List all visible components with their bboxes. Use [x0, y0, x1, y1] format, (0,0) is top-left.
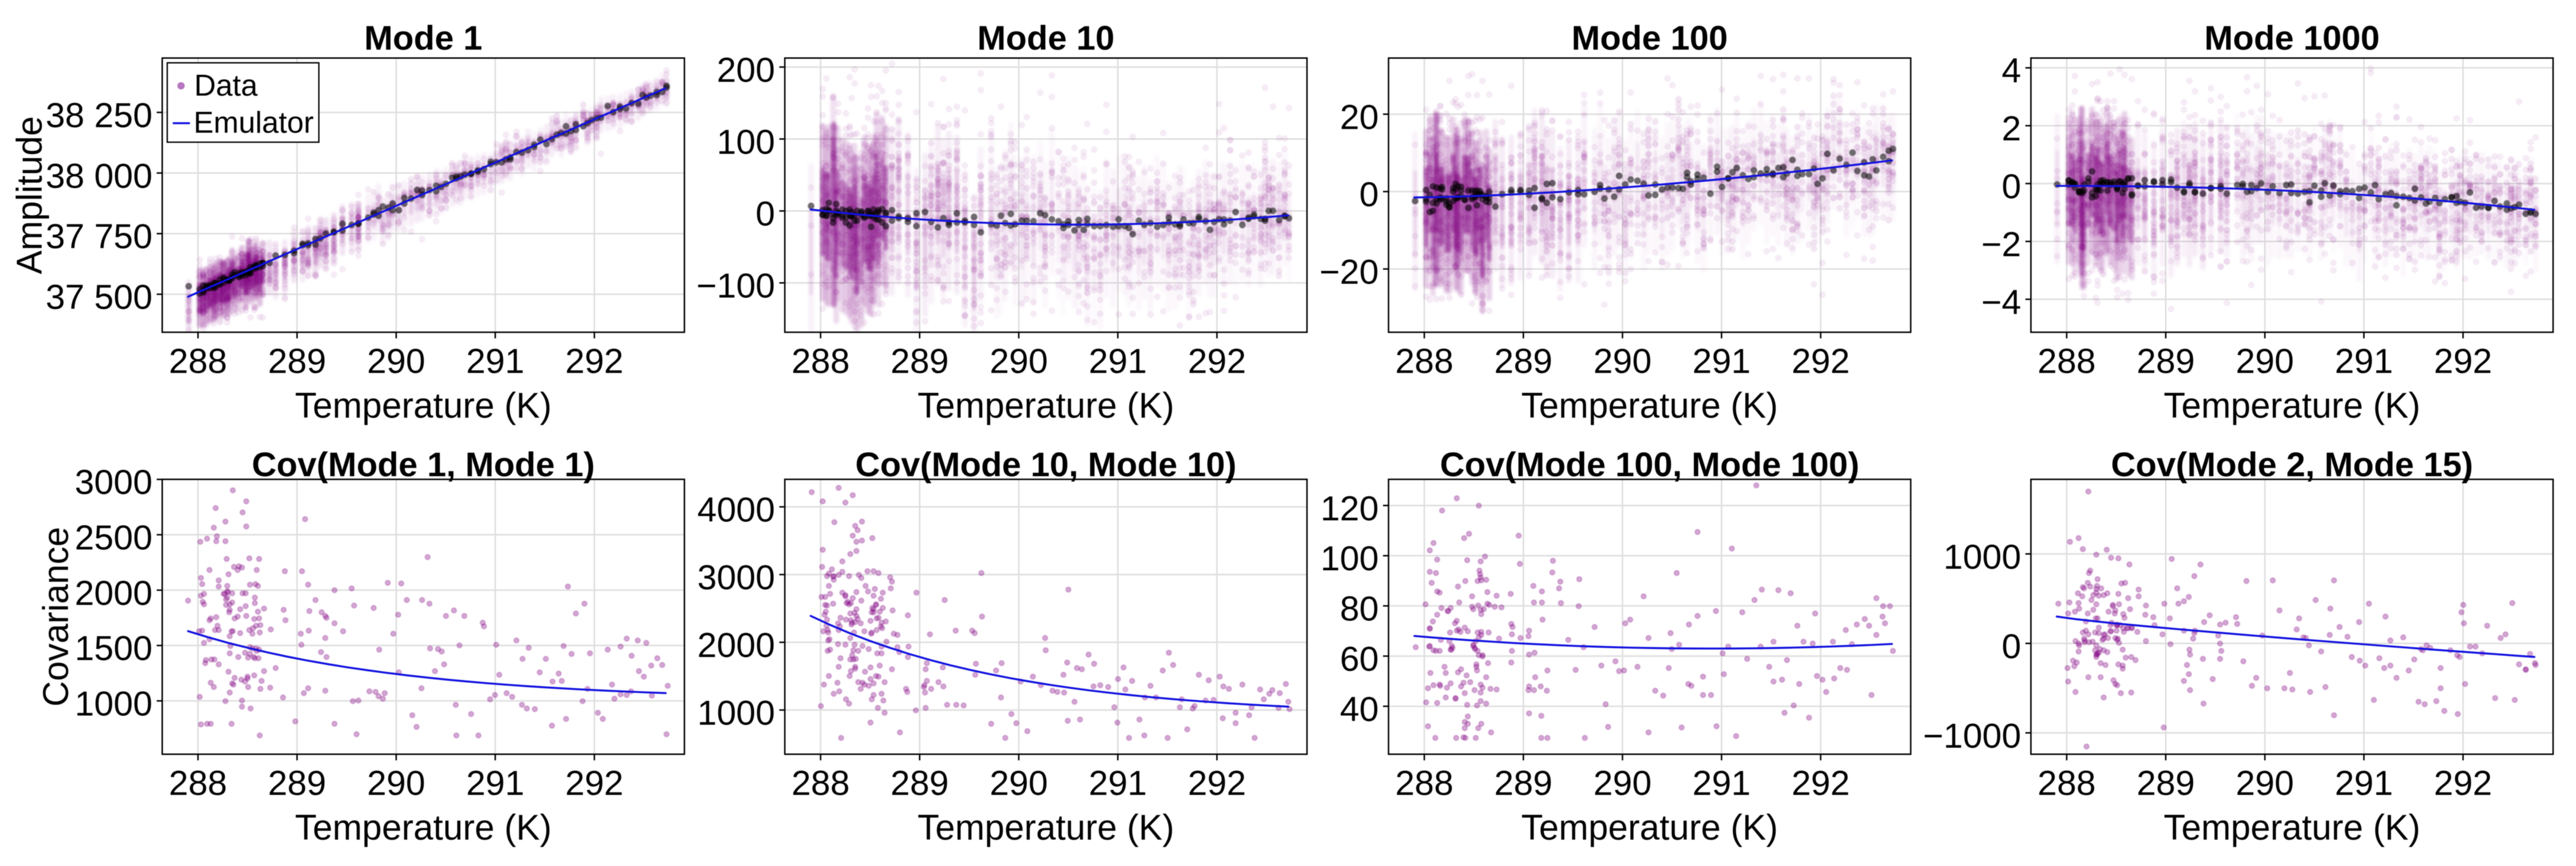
svg-text:0: 0 [755, 194, 775, 234]
svg-text:100: 100 [717, 123, 775, 162]
svg-text:290: 290 [367, 341, 425, 381]
svg-text:−100: −100 [697, 267, 775, 306]
svg-text:292: 292 [1188, 341, 1246, 381]
svg-text:291: 291 [466, 341, 524, 381]
svg-text:289: 289 [268, 341, 326, 381]
svg-text:37 500: 37 500 [45, 278, 152, 317]
svg-text:Temperature (K): Temperature (K) [918, 386, 1174, 425]
svg-text:Mode 10: Mode 10 [977, 18, 1114, 57]
svg-text:37 750: 37 750 [45, 217, 152, 256]
svg-text:Temperature (K): Temperature (K) [295, 386, 551, 425]
svg-text:38 000: 38 000 [45, 156, 152, 196]
svg-text:200: 200 [717, 50, 775, 89]
svg-text:288: 288 [791, 341, 850, 381]
svg-text:289: 289 [891, 341, 949, 381]
svg-text:Mode 1: Mode 1 [364, 18, 483, 57]
svg-text:38 250: 38 250 [45, 96, 152, 135]
svg-text:291: 291 [1089, 341, 1147, 381]
svg-text:288: 288 [169, 341, 227, 381]
svg-text:292: 292 [565, 341, 624, 381]
svg-text:290: 290 [989, 341, 1048, 381]
